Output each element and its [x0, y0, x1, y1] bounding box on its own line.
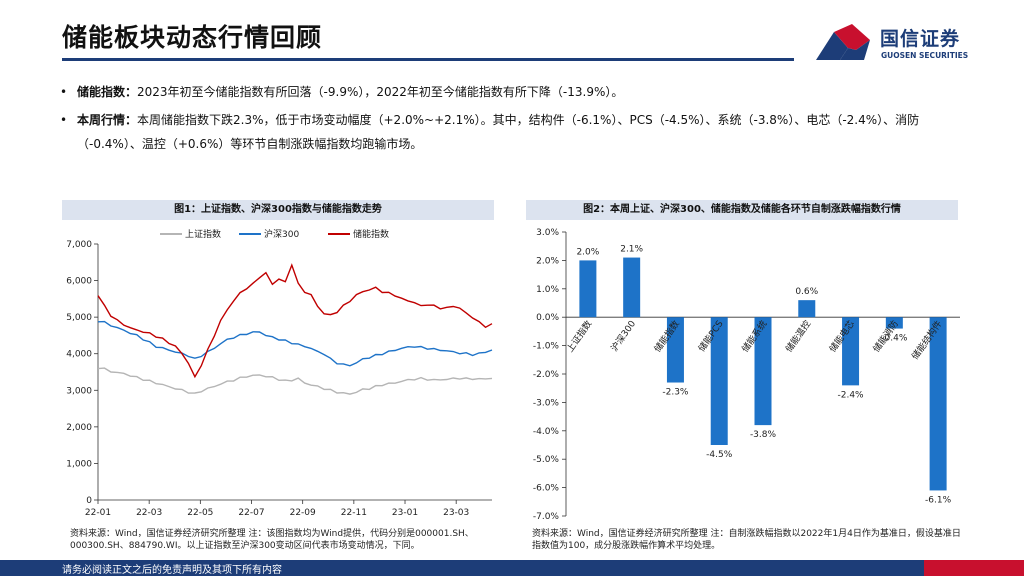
data-label: -2.4% — [837, 390, 864, 400]
x-tick-label: 23-03 — [443, 508, 469, 518]
bullet-label: 储能指数： — [77, 85, 138, 99]
bar — [579, 260, 597, 318]
legend-label: 沪深300 — [264, 228, 299, 240]
bullet-item: • 本周行情：本周储能指数下跌2.3%，低于市场变动幅度（+2.0%~+2.1%… — [60, 108, 970, 156]
y-tick-label: 1,000 — [66, 459, 92, 469]
x-tick-label: 22-11 — [341, 508, 367, 518]
bar — [623, 257, 641, 318]
fig1-title: 图1：上证指数、沪深300指数与储能指数走势 — [62, 200, 494, 220]
logo-text-cn: 国信证券 — [880, 28, 961, 50]
page-title: 储能板块动态行情回顾 — [62, 23, 323, 52]
series-line — [97, 367, 493, 395]
x-tick-label: 22-01 — [85, 508, 111, 518]
x-tick-label: 22-07 — [238, 508, 264, 518]
bar — [842, 317, 860, 386]
x-tick-label: 22-05 — [187, 508, 213, 518]
y-tick-label: 3.0% — [536, 228, 559, 238]
y-tick-label: -5.0% — [533, 455, 560, 465]
data-label: 2.1% — [620, 245, 643, 255]
y-tick-label: -3.0% — [533, 398, 560, 408]
y-tick-label: 4,000 — [66, 350, 92, 360]
bar — [798, 300, 816, 318]
bullet-dot-icon: • — [60, 85, 68, 99]
data-label: -0.4% — [881, 334, 908, 344]
y-tick-label: 3,000 — [66, 386, 92, 396]
footer-disclaimer: 请务必阅读正文之后的免责声明及其项下所有内容 — [62, 565, 282, 576]
bullet-label: 本周行情： — [77, 113, 138, 127]
data-label: 0.6% — [795, 287, 818, 297]
y-tick-label: -4.0% — [533, 427, 560, 437]
footer-accent — [924, 560, 1024, 576]
series-line — [97, 263, 493, 379]
bar-chart: 3.0% 2.0% 1.0% 0.0% -1.0% -2.0% -3.0% -4.0% -5.0… — [533, 228, 960, 522]
bar — [885, 317, 903, 329]
series-line — [97, 320, 493, 367]
x-tick-label: 23-01 — [392, 508, 418, 518]
y-tick-label: 1.0% — [536, 285, 559, 295]
y-tick-label: -1.0% — [533, 342, 560, 352]
x-tick-label: 22-03 — [136, 508, 162, 518]
logo-text-en: GUOSEN SECURITIES — [881, 51, 969, 60]
data-label: 2.0% — [576, 247, 599, 257]
y-tick-label: -2.0% — [533, 370, 560, 380]
x-tick-label: 22-09 — [290, 508, 316, 518]
data-label: -6.1% — [925, 495, 952, 505]
category-label: 储能温控 — [783, 318, 813, 354]
logo-mark-icon — [816, 24, 870, 60]
bullet-item: • 储能指数：2023年初至今储能指数有所回落（-9.9%），2022年初至今储… — [60, 80, 970, 104]
y-tick-label: 0.0% — [536, 313, 559, 323]
data-label: -2.3% — [662, 388, 689, 398]
bar — [666, 317, 684, 383]
category-label: 沪深300 — [608, 318, 638, 354]
y-tick-label: 6,000 — [66, 277, 92, 287]
footer-bar: 请务必阅读正文之后的免责声明及其项下所有内容 — [0, 560, 1024, 576]
y-tick-label: 0 — [86, 496, 92, 506]
bar — [929, 317, 947, 491]
bar — [754, 317, 772, 426]
y-tick-label: 2.0% — [536, 256, 559, 266]
data-label: -3.8% — [750, 430, 777, 440]
legend-label: 上证指数 — [185, 228, 221, 240]
bar — [710, 317, 728, 445]
fig1-note: 资料来源：Wind，国信证券经济研究所整理 注：该图指数均为Wind提供，代码分… — [70, 529, 474, 551]
company-logo: 国信证券 GUOSEN SECURITIES — [814, 20, 984, 64]
y-tick-label: 2,000 — [66, 423, 92, 433]
y-tick-label: -7.0% — [533, 512, 560, 522]
y-tick-label: 5,000 — [66, 313, 92, 323]
data-label: -4.5% — [706, 450, 733, 460]
y-tick-label: 7,000 — [66, 240, 92, 250]
title-rule — [62, 58, 794, 61]
bullet-text: 本周储能指数下跌2.3%，低于市场变动幅度（+2.0%~+2.1%）。其中，结构… — [77, 113, 920, 151]
bullet-text: 2023年初至今储能指数有所回落（-9.9%），2022年初至今储能指数有所下降… — [137, 85, 624, 99]
legend-label: 储能指数 — [353, 228, 389, 240]
category-label: 上证指数 — [564, 318, 594, 354]
summary-bullets: • 储能指数：2023年初至今储能指数有所回落（-9.9%），2022年初至今储… — [60, 80, 970, 160]
y-tick-label: -6.0% — [533, 484, 560, 494]
line-chart: 0 1,000 2,000 3,000 4,000 5,000 6,000 7,000 22-0… — [66, 228, 493, 518]
fig2-title: 图2：本周上证、沪深300、储能指数及储能各环节自制涨跌幅指数行情 — [526, 200, 958, 220]
fig2-note: 资料来源：Wind，国信证券经济研究所整理 注：自制涨跌幅指数以2022年1月4… — [532, 529, 961, 551]
bullet-dot-icon: • — [60, 113, 68, 127]
